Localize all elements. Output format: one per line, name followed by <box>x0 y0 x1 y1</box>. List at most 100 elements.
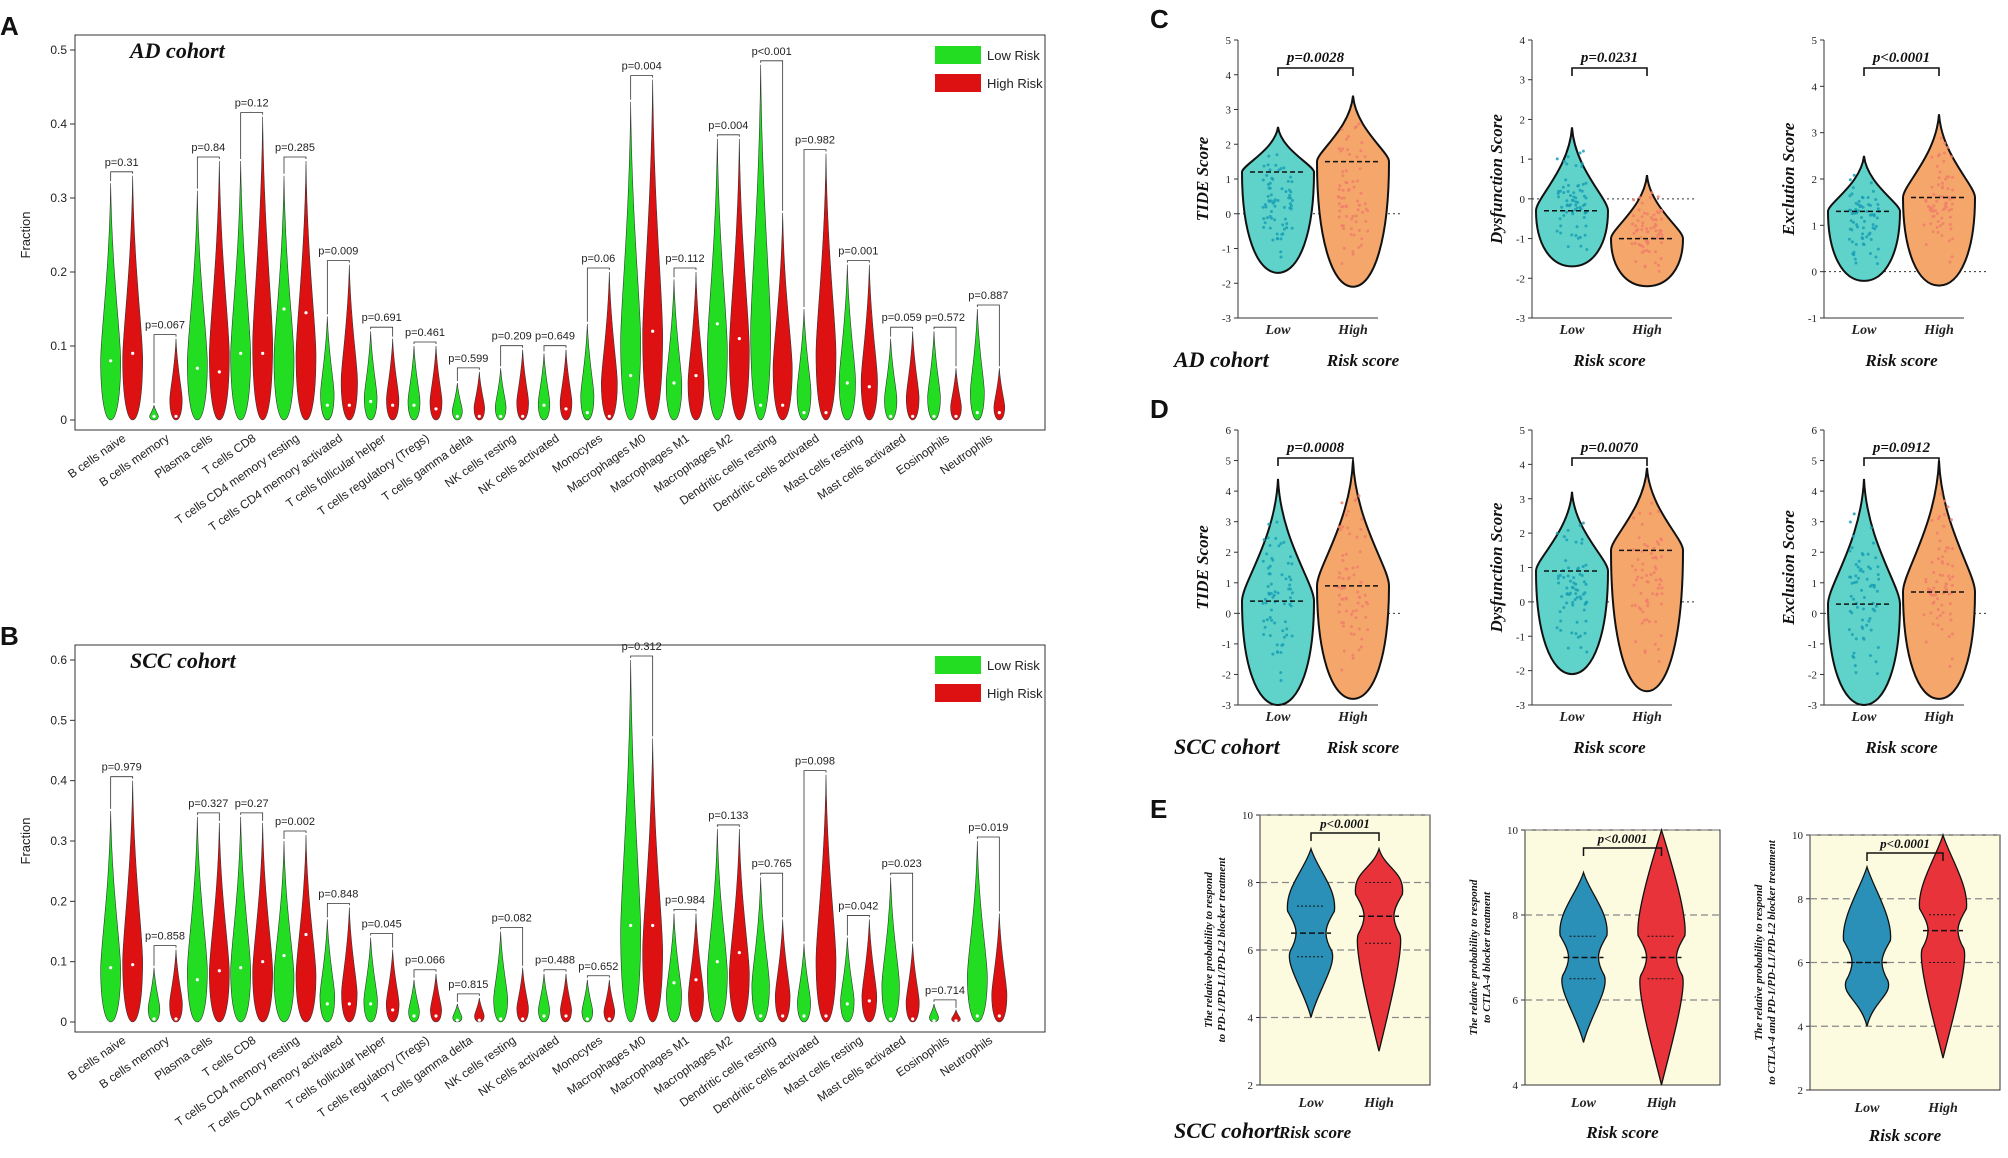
y-tick-label: 0 <box>60 413 67 427</box>
data-points <box>1847 512 1881 676</box>
data-point <box>1562 575 1566 579</box>
data-point <box>1650 191 1654 195</box>
data-point <box>1847 628 1851 632</box>
data-point <box>1582 608 1586 612</box>
violin-high <box>729 828 750 1023</box>
data-point <box>1660 555 1664 559</box>
data-point <box>1344 180 1348 184</box>
data-point <box>1649 573 1653 577</box>
data-point <box>1285 633 1289 637</box>
violin-high <box>729 138 750 421</box>
data-point <box>1654 250 1658 254</box>
data-point <box>1857 559 1861 563</box>
p-bracket <box>673 267 697 278</box>
data-point <box>1289 604 1293 608</box>
data-point <box>1350 227 1354 231</box>
data-point <box>1932 586 1936 590</box>
y-tick-label: 10 <box>1242 810 1254 822</box>
data-point <box>1630 564 1634 568</box>
y-tick-label: -3 <box>1222 700 1232 712</box>
data-point <box>1349 632 1353 636</box>
p-bracket <box>456 367 480 381</box>
data-point <box>1346 148 1350 152</box>
p-bracket <box>630 655 654 737</box>
median-dot <box>217 969 221 973</box>
data-point <box>1580 537 1584 541</box>
p-bracket <box>370 326 394 337</box>
data-point <box>1645 230 1649 234</box>
data-point <box>1861 618 1865 622</box>
p-bracket <box>1866 852 1944 861</box>
data-point <box>1268 226 1272 230</box>
x-category-label: High <box>1337 710 1368 725</box>
data-point <box>1850 212 1854 216</box>
data-point <box>1940 627 1944 631</box>
median-dot <box>261 960 265 964</box>
y-tick-label: 5 <box>1812 35 1818 47</box>
data-point <box>1645 249 1649 253</box>
data-point <box>1655 236 1659 240</box>
median-dot <box>477 414 481 418</box>
data-point <box>1643 211 1647 215</box>
data-point <box>1266 194 1270 198</box>
median-dot <box>781 1014 785 1018</box>
p-bracket <box>1582 847 1663 856</box>
p-value-label: p=0.0231 <box>1579 50 1638 66</box>
data-point <box>1269 210 1273 214</box>
data-point <box>1948 223 1952 227</box>
data-point <box>1341 170 1345 174</box>
p-bracket <box>283 830 307 839</box>
data-point <box>1935 199 1939 203</box>
violin-low <box>927 331 941 421</box>
data-point <box>1855 580 1859 584</box>
data-points <box>1336 494 1370 672</box>
violin-high <box>1901 460 1977 700</box>
y-tick-label: 0 <box>1812 608 1818 620</box>
data-point <box>1341 205 1345 209</box>
median-dot <box>434 1014 438 1018</box>
panel-d: D SCC cohort -3 -2 -1 0 1 2 3 4 5 6 TIDE Score Low Hig… <box>1150 394 1989 759</box>
median-dot <box>672 381 676 385</box>
median-dot <box>607 414 611 418</box>
data-point <box>1266 566 1270 570</box>
y-tick-label: -1 <box>1222 244 1231 256</box>
p-value-label: p=0.887 <box>968 290 1008 302</box>
y-tick-label: -1 <box>1808 313 1817 325</box>
data-point <box>1566 189 1570 193</box>
y-tick-label: -2 <box>1222 278 1231 290</box>
data-point <box>1555 229 1559 233</box>
data-point <box>1930 155 1934 159</box>
data-point <box>1867 619 1871 623</box>
data-point <box>1275 153 1279 157</box>
p-bracket <box>500 345 524 367</box>
data-point <box>1337 593 1341 597</box>
data-point <box>1867 565 1871 569</box>
violin-low <box>407 345 421 421</box>
median-dot <box>239 351 243 355</box>
p-value-label: p=0.31 <box>105 157 139 169</box>
data-point <box>1287 575 1291 579</box>
median-dot <box>434 407 438 411</box>
data-point <box>1946 505 1950 509</box>
y-axis-label: TIDE Score <box>1193 136 1212 221</box>
y-tick-label: 6 <box>1226 425 1232 437</box>
data-point <box>1357 627 1361 631</box>
p-bracket <box>1277 67 1354 76</box>
data-point <box>1363 202 1367 206</box>
data-point <box>1267 591 1271 595</box>
data-point <box>1578 572 1582 576</box>
data-point <box>1865 235 1869 239</box>
data-point <box>1564 178 1568 182</box>
data-point <box>1633 241 1637 245</box>
data-point <box>1574 582 1578 586</box>
data-point <box>1346 526 1350 530</box>
data-point <box>1585 600 1589 604</box>
data-point <box>1869 628 1873 632</box>
data-point <box>1358 167 1362 171</box>
data-point <box>1338 184 1342 188</box>
data-point <box>1949 227 1953 231</box>
median-dot <box>975 1014 979 1018</box>
data-point <box>1876 207 1880 211</box>
data-point <box>1645 580 1649 584</box>
p-value-label: p<0.001 <box>752 46 792 58</box>
